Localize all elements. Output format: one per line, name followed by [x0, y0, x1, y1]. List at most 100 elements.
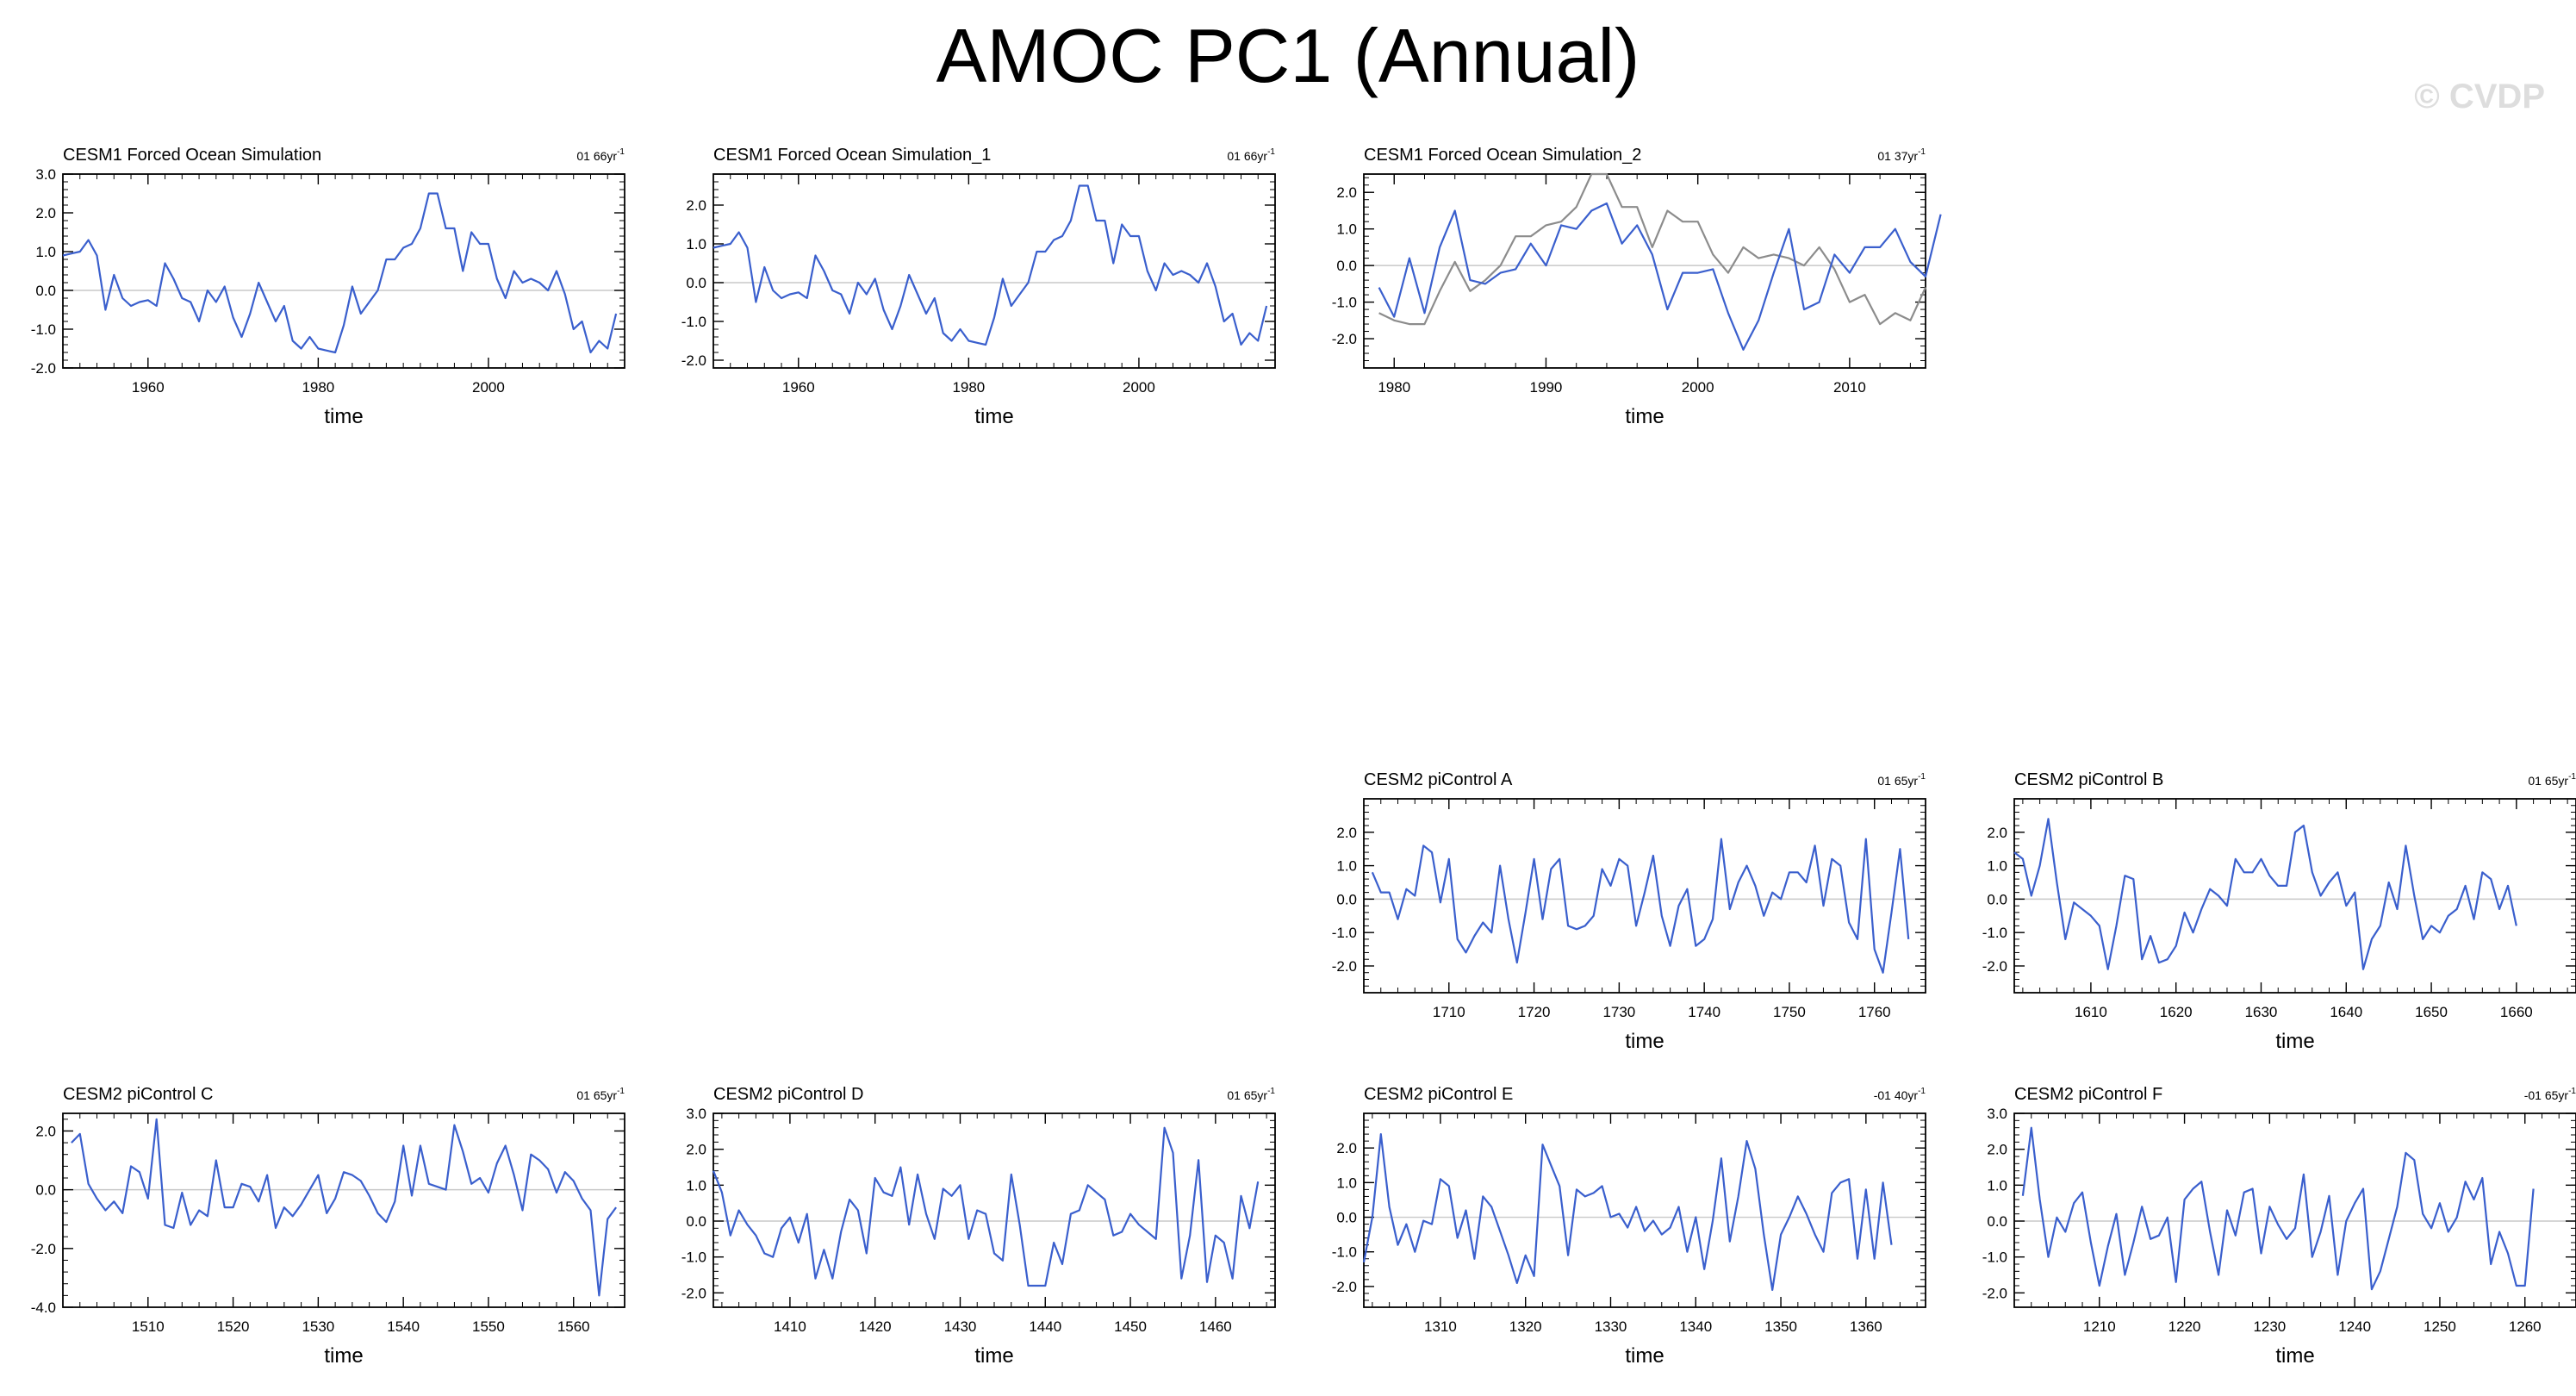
x-tick-label: 1980 — [952, 379, 985, 396]
x-tick-label: 1360 — [1850, 1318, 1882, 1335]
plot-frame — [2013, 798, 2576, 994]
pc1-series-line — [1362, 1132, 1893, 1291]
y-tick-label: -2.0 — [1332, 1279, 1357, 1295]
y-tick-label: -2.0 — [1332, 331, 1357, 347]
y-tick-label: -1.0 — [1982, 925, 2007, 941]
pc1-series-line — [1378, 202, 1942, 351]
pct-label: -01 40yr-1 — [1874, 1087, 1926, 1102]
panel-cesm1-forced-1: CESM1 Forced Ocean Simulation_1 01 66yr-1… — [681, 146, 1276, 428]
x-tick-label: 1450 — [1114, 1318, 1147, 1335]
panel-piControl-f: CESM2 piControl F -01 65yr-1 -2.0 -1.0 0.0 1.… — [1982, 1085, 2576, 1368]
pc1-series-line — [2021, 1126, 2535, 1291]
y-tick-label: -2.0 — [1982, 1285, 2007, 1301]
y-tick-label: 0.0 — [1987, 891, 2007, 907]
pct-superscript: -1 — [1267, 1087, 1275, 1096]
x-tick-label: 1610 — [2075, 1004, 2107, 1020]
pct-label: 01 65yr-1 — [1877, 772, 1926, 788]
panel-title: CESM2 piControl B — [2014, 770, 2163, 789]
x-axis-label: time — [2275, 1344, 2314, 1368]
pc1-series-line — [712, 1126, 1260, 1287]
plot-frame — [1363, 1112, 1926, 1308]
x-tick-label: 1990 — [1530, 379, 1563, 396]
x-tick-label: 1630 — [2245, 1004, 2278, 1020]
panel-cesm1-forced-2: CESM1 Forced Ocean Simulation_2 01 37yr-1… — [1332, 146, 1942, 428]
x-tick-label: 1530 — [302, 1318, 334, 1335]
y-tick-label: 1.0 — [1987, 1177, 2007, 1193]
y-tick-label: -1.0 — [1332, 1244, 1357, 1261]
y-tick-label: 0.0 — [1336, 891, 1357, 907]
x-tick-label: 1410 — [774, 1318, 806, 1335]
plot-frame — [2013, 1112, 2576, 1308]
y-tick-label: 2.0 — [1336, 1140, 1357, 1156]
panel-title: CESM2 piControl A — [1364, 770, 1513, 789]
panel-title: CESM1 Forced Ocean Simulation_1 — [713, 146, 991, 165]
x-tick-label: 1210 — [2083, 1318, 2116, 1335]
x-tick-label: 1520 — [217, 1318, 250, 1335]
y-tick-label: 0.0 — [1336, 258, 1357, 274]
x-tick-label: 1750 — [1773, 1004, 1806, 1020]
x-axis-label: time — [1625, 1344, 1664, 1368]
y-tick-label: 1.0 — [686, 1177, 706, 1193]
x-tick-label: 1330 — [1595, 1318, 1627, 1335]
y-tick-label: 0.0 — [686, 275, 706, 291]
x-tick-label: 1460 — [1199, 1318, 1232, 1335]
y-tick-label: 1.0 — [1336, 1175, 1357, 1191]
cvdp-watermark: © CVDP — [2414, 78, 2545, 115]
plot-frame — [712, 1112, 1276, 1308]
y-tick-label: -2.0 — [1982, 958, 2007, 975]
y-tick-label: -2.0 — [681, 352, 706, 369]
x-tick-label: 2000 — [1123, 379, 1155, 396]
panel-piControl-e: CESM2 piControl E -01 40yr-1 -2.0 -1.0 0.0 1.… — [1332, 1085, 1926, 1368]
x-tick-label: 1730 — [1602, 1004, 1635, 1020]
y-tick-label: -1.0 — [1982, 1250, 2007, 1266]
x-tick-label: 1240 — [2338, 1318, 2371, 1335]
figure-title: AMOC PC1 (Annual) — [936, 13, 1640, 98]
x-tick-label: 1620 — [2160, 1004, 2193, 1020]
x-tick-label: 1640 — [2330, 1004, 2362, 1020]
pct-label: 01 37yr-1 — [1877, 147, 1926, 163]
x-tick-label: 1960 — [782, 379, 815, 396]
x-axis-label: time — [1625, 405, 1664, 428]
pct-superscript: -1 — [1918, 1087, 1926, 1096]
pct-label: 01 65yr-1 — [2528, 772, 2576, 788]
y-tick-label: -4.0 — [31, 1299, 56, 1316]
plot-frame — [62, 1112, 625, 1308]
pct-superscript: -1 — [617, 1087, 625, 1096]
x-tick-label: 1440 — [1029, 1318, 1061, 1335]
y-tick-label: 0.0 — [686, 1213, 706, 1230]
x-tick-label: 2000 — [472, 379, 505, 396]
y-tick-label: 0.0 — [1987, 1213, 2007, 1230]
y-tick-label: -2.0 — [681, 1285, 706, 1301]
panel-piControl-d: CESM2 piControl D 01 65yr-1 -2.0 -1.0 0.0 1.0… — [681, 1085, 1276, 1368]
pc1-series-line — [1371, 838, 1910, 974]
pct-superscript: -1 — [2568, 772, 2576, 782]
y-tick-label: 2.0 — [35, 205, 56, 221]
x-axis-label: time — [324, 405, 363, 428]
pct-label: -01 65yr-1 — [2524, 1087, 2576, 1102]
pct-label: 01 66yr-1 — [1227, 147, 1275, 163]
x-tick-label: 1250 — [2424, 1318, 2456, 1335]
x-tick-label: 1340 — [1679, 1318, 1712, 1335]
y-tick-label: 1.0 — [686, 236, 706, 252]
y-tick-label: 2.0 — [1336, 184, 1357, 201]
x-tick-label: 1960 — [132, 379, 165, 396]
pc1-series-line — [2013, 818, 2517, 970]
x-tick-label: 1740 — [1688, 1004, 1720, 1020]
y-tick-label: -1.0 — [681, 314, 706, 330]
x-tick-label: 1980 — [302, 379, 334, 396]
panel-title: CESM2 piControl F — [2014, 1085, 2162, 1104]
y-tick-label: -2.0 — [1332, 958, 1357, 975]
x-axis-label: time — [1625, 1030, 1664, 1053]
x-axis-label: time — [2275, 1030, 2314, 1053]
y-tick-label: 1.0 — [1336, 858, 1357, 875]
y-tick-label: 2.0 — [1987, 1142, 2007, 1158]
x-axis-label: time — [324, 1344, 363, 1368]
pc1-series-line — [71, 1118, 617, 1297]
y-tick-label: 2.0 — [35, 1123, 56, 1139]
pct-label: 01 65yr-1 — [1227, 1087, 1275, 1102]
x-tick-label: 1980 — [1378, 379, 1410, 396]
x-tick-label: 1540 — [387, 1318, 420, 1335]
panel-cesm1-forced: CESM1 Forced Ocean Simulation 01 66yr-1 -2… — [31, 146, 625, 428]
pct-superscript: -1 — [1918, 147, 1926, 157]
y-tick-label: 1.0 — [1336, 221, 1357, 238]
